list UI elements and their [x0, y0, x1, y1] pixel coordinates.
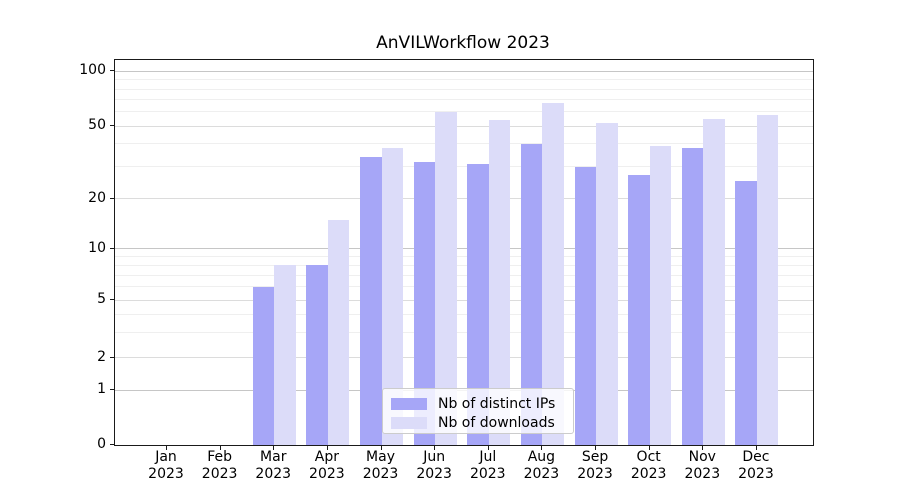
bar-distinct-ips-sep — [574, 166, 597, 445]
x-tick-label: Mar 2023 — [255, 449, 292, 482]
x-tick-mark — [219, 445, 221, 450]
x-tick-mark — [434, 445, 436, 450]
x-tick-mark — [648, 445, 650, 450]
y-tick-label: 0 — [97, 436, 106, 452]
x-tick-label: Jan 2023 — [148, 449, 184, 482]
y-tick-mark — [110, 299, 115, 301]
x-tick-label: Aug 2023 — [523, 449, 560, 482]
x-tick-label: Sep 2023 — [577, 449, 613, 482]
legend: Nb of distinct IPs Nb of downloads — [382, 388, 574, 434]
x-tick-mark — [702, 445, 704, 450]
bar-distinct-ips-apr — [306, 265, 328, 445]
major-gridline — [115, 125, 813, 127]
bar-downloads-jul — [488, 120, 511, 445]
x-tick-mark — [166, 445, 167, 450]
y-tick-label: 5 — [97, 291, 106, 308]
legend-swatch-distinct-ips — [391, 397, 427, 410]
bar-downloads-dec — [756, 114, 779, 445]
legend-swatch-downloads — [391, 416, 427, 429]
x-tick-label: Dec 2023 — [738, 449, 774, 482]
major-gridline — [115, 357, 813, 359]
bar-downloads-jun — [435, 111, 457, 445]
y-tick-mark — [110, 70, 115, 72]
bar-distinct-ips-nov — [681, 148, 704, 445]
minor-gridline — [115, 313, 813, 315]
bar-downloads-oct — [649, 145, 672, 445]
minor-gridline — [115, 143, 813, 145]
chart-title: AnVILWorkflow 2023 — [376, 33, 550, 53]
x-tick-mark — [380, 445, 382, 450]
minor-gridline — [115, 79, 813, 81]
x-tick-mark — [326, 445, 328, 450]
minor-gridline — [115, 331, 813, 333]
x-tick-label: Apr 2023 — [309, 449, 345, 482]
minor-gridline — [115, 264, 813, 266]
bar-distinct-ips-jul — [467, 164, 489, 445]
y-tick-label: 1 — [97, 381, 106, 398]
y-tick-mark — [110, 247, 115, 249]
bar-distinct-ips-may — [360, 156, 382, 445]
legend-label-downloads: Nb of downloads — [438, 414, 555, 431]
bar-downloads-apr — [327, 219, 350, 445]
minor-gridline — [115, 99, 813, 101]
bar-downloads-mar — [274, 265, 296, 445]
x-tick-label: Feb 2023 — [201, 449, 238, 482]
y-tick-mark — [110, 197, 115, 199]
y-tick-label: 2 — [97, 348, 106, 365]
x-tick-label: May 2023 — [362, 449, 399, 482]
major-gridline — [115, 198, 813, 200]
legend-row-distinct-ips: Nb of distinct IPs — [391, 394, 573, 413]
y-tick-label: 10 — [88, 239, 106, 256]
y-tick-label: 20 — [88, 189, 106, 206]
bar-distinct-ips-jun — [413, 161, 436, 445]
minor-gridline — [115, 88, 813, 90]
bar-distinct-ips-oct — [628, 175, 650, 445]
y-tick-label: 100 — [79, 62, 106, 79]
x-tick-mark — [541, 445, 543, 450]
y-tick-label: 50 — [88, 117, 106, 134]
x-tick-mark — [595, 445, 597, 450]
minor-gridline — [115, 111, 813, 113]
major-gridline — [115, 248, 813, 250]
y-tick-mark — [110, 356, 115, 358]
bar-downloads-nov — [703, 118, 725, 445]
bar-distinct-ips-mar — [252, 286, 275, 445]
x-tick-label: Jul 2023 — [469, 449, 506, 482]
plot-area — [114, 59, 814, 446]
bar-downloads-sep — [596, 123, 618, 445]
major-gridline — [115, 299, 813, 301]
y-tick-mark — [110, 389, 115, 391]
y-tick-mark — [110, 125, 115, 127]
x-tick-mark — [273, 445, 275, 450]
x-tick-label: Oct 2023 — [630, 449, 667, 482]
x-tick-mark — [755, 445, 757, 450]
y-tick-mark — [110, 444, 115, 445]
minor-gridline — [115, 286, 813, 288]
bar-distinct-ips-aug — [520, 143, 543, 445]
x-tick-label: Nov 2023 — [684, 449, 721, 482]
legend-row-downloads: Nb of downloads — [391, 413, 573, 432]
x-tick-mark — [487, 445, 489, 450]
bar-downloads-may — [381, 148, 404, 445]
minor-gridline — [115, 274, 813, 276]
minor-gridline — [115, 256, 813, 258]
bar-downloads-aug — [542, 103, 564, 445]
legend-label-distinct-ips: Nb of distinct IPs — [438, 395, 556, 412]
x-tick-label: Jun 2023 — [416, 449, 452, 482]
minor-gridline — [115, 166, 813, 168]
bar-distinct-ips-dec — [735, 181, 757, 445]
major-gridline — [115, 70, 813, 72]
